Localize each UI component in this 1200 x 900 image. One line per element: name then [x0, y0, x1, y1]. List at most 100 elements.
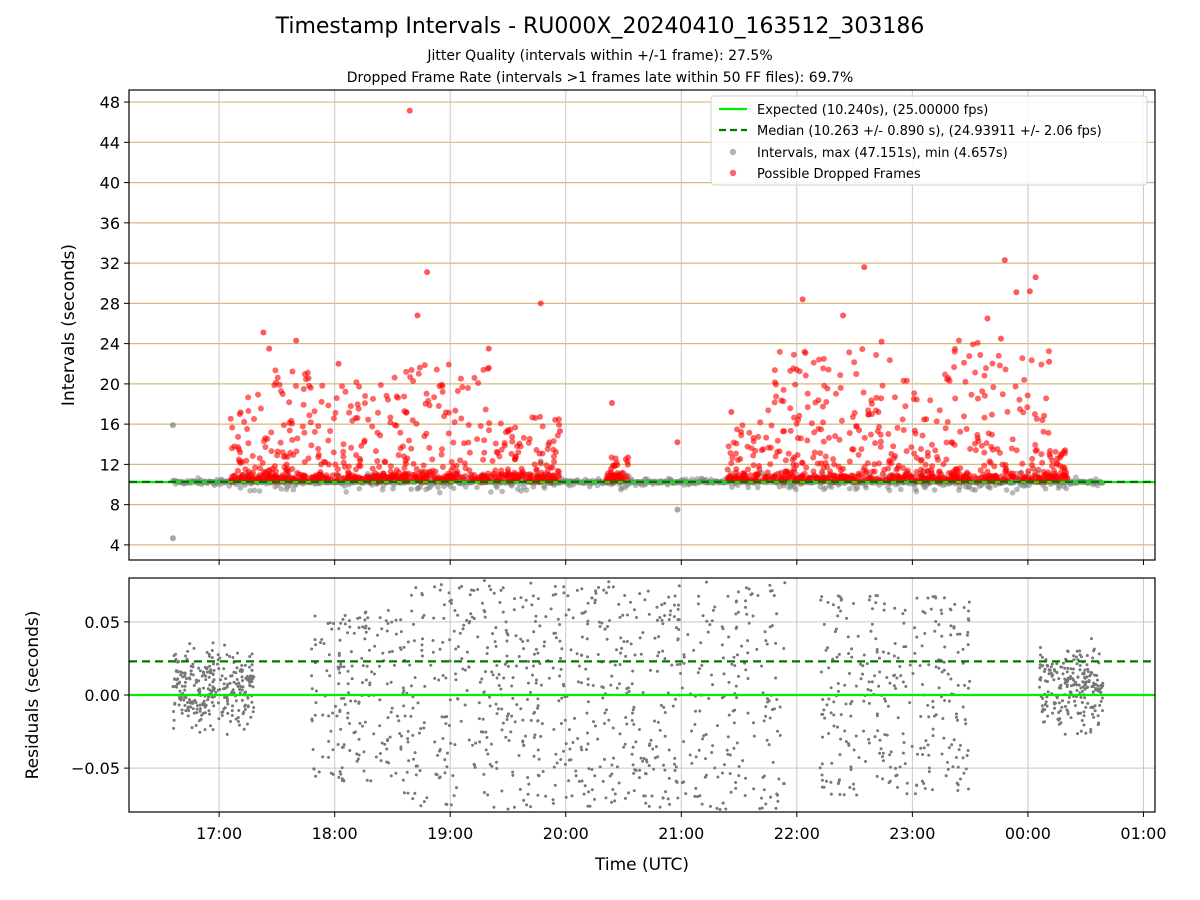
dropped-frame-point — [410, 460, 417, 467]
dropped-frame-point — [245, 408, 252, 415]
residual-point — [937, 686, 941, 690]
residual-point — [201, 711, 205, 715]
residual-point — [376, 633, 380, 637]
residual-point — [234, 671, 238, 675]
legend-median-label: Median (10.263 +/- 0.890 s), (24.93911 +… — [757, 124, 1102, 139]
dropped-frame-point — [445, 409, 452, 416]
residual-point — [327, 714, 331, 718]
residual-point — [178, 680, 182, 684]
residual-point — [667, 595, 671, 599]
residual-point — [383, 742, 387, 746]
residual-point — [1064, 657, 1068, 661]
residual-point — [941, 717, 945, 721]
residual-point — [705, 580, 709, 584]
residual-point — [901, 612, 905, 616]
residual-point — [672, 615, 676, 619]
residual-point — [967, 600, 971, 604]
dropped-frame-point — [397, 429, 404, 436]
residual-point — [408, 663, 412, 667]
residual-point — [216, 688, 220, 692]
residual-point — [386, 738, 390, 742]
residual-point — [594, 591, 598, 595]
residual-point — [688, 753, 692, 757]
residual-point — [462, 623, 466, 627]
residual-point — [954, 756, 958, 760]
residual-point — [416, 701, 420, 705]
interval-point — [488, 489, 494, 495]
residual-point — [764, 705, 768, 709]
residual-point — [188, 700, 192, 704]
dropped-frame-point — [300, 386, 307, 393]
residual-point — [410, 609, 414, 613]
residual-point — [1084, 705, 1088, 709]
residual-point — [1071, 667, 1075, 671]
residual-point — [217, 717, 221, 721]
residual-point — [861, 664, 865, 668]
residual-point — [850, 655, 854, 659]
residual-point — [603, 722, 607, 726]
residual-point — [465, 650, 469, 654]
residual-point — [226, 711, 230, 715]
residual-point — [919, 714, 923, 718]
residual-point — [236, 719, 240, 723]
dropped-frame-point — [289, 466, 296, 473]
dropped-frame-point — [507, 471, 514, 478]
residual-point — [954, 712, 958, 716]
residual-point — [844, 740, 848, 744]
residual-point — [859, 677, 863, 681]
residual-point — [875, 774, 879, 778]
residual-point — [505, 631, 509, 635]
residual-point — [966, 630, 970, 634]
dropped-frame-point — [517, 443, 524, 450]
dropped-frame-point — [538, 469, 545, 476]
residual-point — [613, 799, 617, 803]
residual-point — [1057, 711, 1061, 715]
interval-point — [435, 484, 441, 491]
residual-point — [727, 713, 731, 717]
residual-point — [369, 779, 373, 783]
dropped-frame-point — [928, 441, 935, 448]
dropped-frame-point — [1045, 429, 1052, 436]
residual-point — [633, 608, 637, 612]
residual-point — [852, 787, 856, 791]
dropped-frame-point — [501, 442, 508, 449]
residual-point — [673, 762, 677, 766]
dropped-frame-point — [943, 439, 950, 446]
residual-point — [655, 669, 659, 673]
residual-point — [235, 651, 239, 655]
residual-point — [702, 734, 706, 738]
dropped-frame-point — [1039, 459, 1046, 466]
residual-point — [752, 787, 756, 791]
legend-intervals-swatch — [729, 148, 737, 156]
residual-point — [744, 586, 748, 590]
residual-point — [205, 666, 209, 670]
residual-point — [454, 647, 458, 651]
dropped-frame-point — [967, 445, 974, 452]
dropped-frame-point — [913, 454, 920, 461]
dropped-frame-point — [794, 452, 801, 459]
residual-point — [364, 678, 368, 682]
residual-point — [708, 804, 712, 808]
dropped-frame-point — [932, 447, 939, 454]
residual-point — [899, 674, 903, 678]
residual-point — [644, 801, 648, 805]
residual-point — [597, 620, 601, 624]
residual-point — [1089, 670, 1093, 674]
residual-point — [966, 749, 970, 753]
dropped-frame-point — [271, 463, 278, 470]
interval-point — [863, 484, 869, 491]
dropped-frame-point — [745, 466, 752, 473]
residual-point — [358, 616, 362, 620]
residual-point — [829, 792, 833, 796]
residual-point — [656, 720, 660, 724]
residual-point — [337, 682, 341, 686]
dropped-frame-point — [750, 434, 757, 441]
dropped-frame-point — [981, 392, 988, 399]
residual-point — [494, 626, 498, 630]
residual-point — [956, 683, 960, 687]
residual-point — [839, 598, 843, 602]
residual-point — [211, 672, 215, 676]
residual-point — [1081, 680, 1085, 684]
residual-point — [1040, 655, 1044, 659]
residual-point — [221, 687, 225, 691]
